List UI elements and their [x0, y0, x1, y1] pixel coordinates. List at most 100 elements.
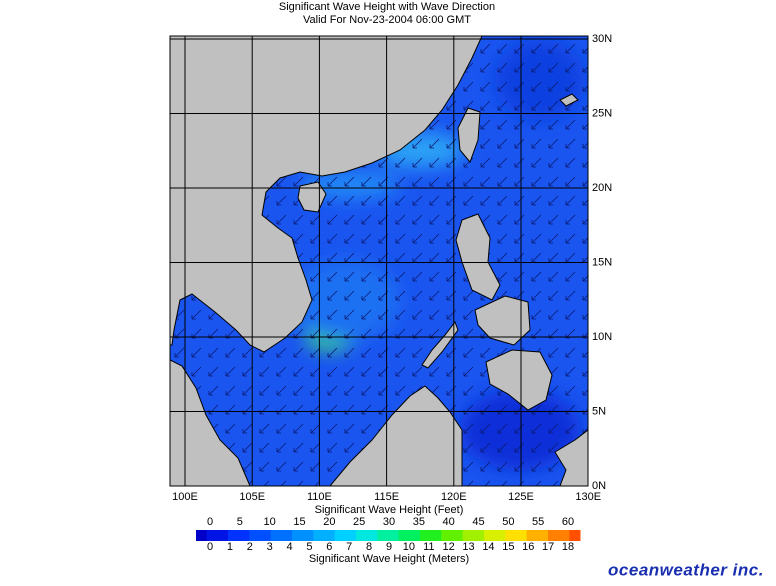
wave-arrow: [531, 138, 542, 149]
wave-arrow: [293, 385, 304, 396]
wave-arrow: [497, 138, 508, 149]
wave-arrow: [497, 157, 508, 168]
wave-arrow: [429, 271, 440, 282]
wave-arrow: [276, 461, 287, 472]
wave-arrow: [514, 423, 525, 434]
wave-arrow: [293, 347, 304, 358]
wave-arrow: [361, 214, 372, 225]
feet-label: 40: [443, 516, 455, 528]
wave-arrow: [531, 176, 542, 187]
longitude-label: 125E: [508, 491, 534, 503]
wave-arrow: [293, 442, 304, 453]
wave-arrow: [446, 214, 457, 225]
meters-label: 10: [403, 541, 415, 553]
wave-arrow: [395, 271, 406, 282]
wave-arrow: [548, 442, 559, 453]
wave-arrow: [480, 442, 491, 453]
wave-arrow: [344, 347, 355, 358]
wave-arrow: [446, 100, 457, 111]
feet-label: 20: [323, 516, 335, 528]
wave-arrow: [497, 214, 508, 225]
colorbar-cell: [260, 530, 272, 541]
wave-arrow: [276, 442, 287, 453]
wave-arrow: [446, 271, 457, 282]
latitude-label: 0N: [592, 480, 606, 492]
wave-arrow: [259, 385, 270, 396]
wave-arrow: [310, 461, 321, 472]
wave-arrow: [565, 43, 576, 54]
wave-arrow: [497, 43, 508, 54]
wave-arrow: [531, 233, 542, 244]
longitude-label: 100E: [172, 491, 198, 503]
colorbar-cell: [441, 530, 453, 541]
wave-arrow: [548, 423, 559, 434]
meters-label: 16: [522, 541, 534, 553]
wave-arrow: [327, 309, 338, 320]
wave-arrow: [242, 385, 253, 396]
wave-arrow: [395, 214, 406, 225]
wave-arrow: [191, 366, 202, 377]
colorbar-cell: [270, 530, 282, 541]
wave-arrow: [514, 271, 525, 282]
wave-arrow: [548, 347, 559, 358]
wave-arrow: [480, 100, 491, 111]
wave-arrow: [548, 233, 559, 244]
wave-arrow: [344, 195, 355, 206]
wave-arrow: [565, 271, 576, 282]
wave-arrow: [361, 195, 372, 206]
wave-arrow: [514, 214, 525, 225]
wave-arrow: [327, 442, 338, 453]
wave-arrow: [327, 233, 338, 244]
wave-arrow: [514, 43, 525, 54]
wave-arrow: [463, 176, 474, 187]
meters-label: 2: [247, 541, 253, 553]
wave-arrow: [463, 385, 474, 396]
wave-arrow: [361, 347, 372, 358]
wave-arrow: [497, 442, 508, 453]
wave-arrow: [497, 195, 508, 206]
wave-arrow: [480, 423, 491, 434]
meters-label: 3: [267, 541, 273, 553]
wave-arrow: [565, 138, 576, 149]
meters-label: 5: [306, 541, 312, 553]
wave-arrow: [446, 195, 457, 206]
wave-arrow: [412, 214, 423, 225]
longitude-label: 130E: [575, 491, 601, 503]
wave-arrow: [480, 43, 491, 54]
malay-peninsula: [170, 359, 251, 486]
feet-label: 50: [502, 516, 514, 528]
meters-label: 1: [227, 541, 233, 553]
map-area: [170, 36, 588, 486]
wave-arrow: [412, 195, 423, 206]
wave-arrow: [276, 347, 287, 358]
wave-arrow: [531, 100, 542, 111]
wave-arrow: [395, 385, 406, 396]
wave-arrow: [514, 195, 525, 206]
wave-arrow: [429, 290, 440, 301]
wave-arrow: [395, 233, 406, 244]
wave-arrow: [361, 290, 372, 301]
meters-label: 4: [286, 541, 292, 553]
wave-arrow: [548, 81, 559, 92]
colorbar-cell: [548, 530, 560, 541]
mainland-asia: [170, 36, 483, 353]
colorbar-cell: [526, 530, 538, 541]
wave-arrow: [310, 233, 321, 244]
wave-arrow: [548, 309, 559, 320]
wave-arrow: [259, 366, 270, 377]
latitude-label: 5N: [592, 405, 606, 417]
feet-label: 45: [472, 516, 484, 528]
longitude-label: 120E: [441, 491, 467, 503]
wave-arrow: [565, 233, 576, 244]
colorbar-cell: [420, 530, 432, 541]
wave-arrow: [361, 233, 372, 244]
colorbar-cell: [398, 530, 410, 541]
wave-arrow: [565, 214, 576, 225]
wave-arrow: [310, 347, 321, 358]
wave-arrow: [446, 157, 457, 168]
latitude-label: 30N: [592, 33, 612, 45]
wave-arrow: [548, 119, 559, 130]
wave-arrow: [293, 366, 304, 377]
wave-arrow: [514, 138, 525, 149]
